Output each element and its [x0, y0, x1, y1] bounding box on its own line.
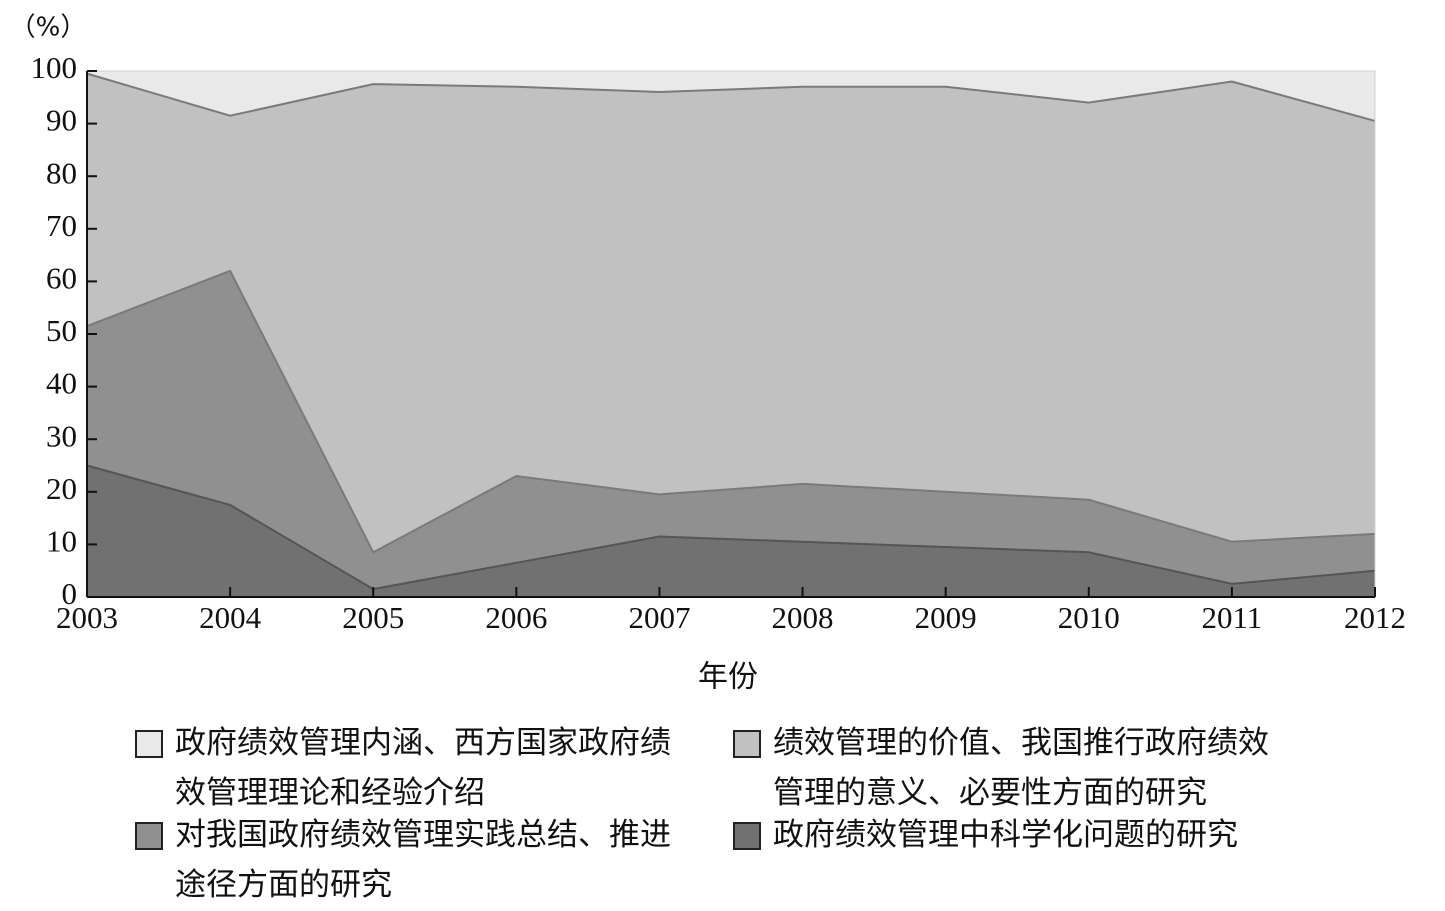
- y-axis-label: （%）: [10, 13, 87, 43]
- area: [87, 465, 1375, 597]
- y-tick-label: 10: [46, 524, 77, 559]
- y-tick-label: 50: [46, 313, 77, 348]
- x-tick-label: 2003: [56, 600, 118, 635]
- legend-swatch: [733, 730, 761, 758]
- boundary-line: [86, 269, 1376, 554]
- legend-swatch: [135, 730, 163, 758]
- boundary-line: [86, 464, 1376, 591]
- y-tick-label: 60: [46, 261, 77, 296]
- x-axis-label: 年份: [698, 660, 758, 695]
- legend-label: 绩效管理的价值、我国推行政府绩效管理的意义、必要性方面的研究: [773, 725, 1269, 811]
- legend-swatch: [733, 822, 761, 850]
- x-tick-label: 2010: [1058, 600, 1120, 635]
- legend-item: 政府绩效管理中科学化问题的研究: [733, 810, 1293, 860]
- area: [87, 270, 1375, 590]
- x-tick-label: 2005: [342, 600, 404, 635]
- boundary-line: [86, 72, 1376, 122]
- x-tick-label: 2008: [772, 600, 834, 635]
- legend-item: 绩效管理的价值、我国推行政府绩效管理的意义、必要性方面的研究: [733, 718, 1293, 818]
- area: [87, 71, 1375, 121]
- x-tick-label: 2012: [1344, 600, 1406, 635]
- x-tick-label: 2011: [1201, 600, 1262, 635]
- x-tick-label: 2009: [915, 600, 977, 635]
- legend-swatch: [135, 822, 163, 850]
- y-tick-label: 70: [46, 208, 77, 243]
- y-tick-label: 40: [46, 366, 77, 401]
- y-tick-label: 100: [31, 50, 78, 85]
- y-tick-label: 90: [46, 103, 77, 138]
- y-tick-label: 30: [46, 418, 77, 453]
- legend-label: 对我国政府绩效管理实践总结、推进途径方面的研究: [175, 817, 671, 903]
- x-tick-label: 2007: [628, 600, 690, 635]
- x-tick-label: 2006: [485, 600, 547, 635]
- y-tick-label: 0: [62, 576, 78, 611]
- area: [87, 73, 1375, 553]
- legend-item: 对我国政府绩效管理实践总结、推进途径方面的研究: [135, 810, 695, 910]
- x-tick-label: 2004: [199, 600, 262, 635]
- legend-item: 政府绩效管理内涵、西方国家政府绩效管理理论和经验介绍: [135, 718, 695, 818]
- legend-label: 政府绩效管理内涵、西方国家政府绩效管理理论和经验介绍: [175, 725, 671, 811]
- y-tick-label: 80: [46, 155, 77, 190]
- y-tick-label: 20: [46, 471, 77, 506]
- legend-label: 政府绩效管理中科学化问题的研究: [773, 817, 1238, 853]
